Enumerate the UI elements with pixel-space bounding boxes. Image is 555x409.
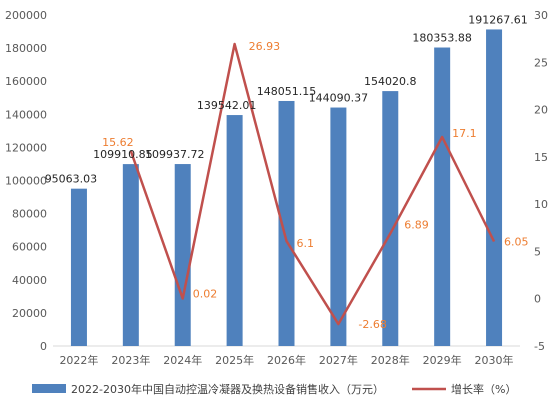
left-axis-tick-1: 20000 [12, 307, 47, 320]
x-tick-6: 2028年 [371, 353, 410, 367]
bar-label-7: 180353.88 [412, 32, 472, 45]
rate-label-4: 6.1 [297, 237, 315, 250]
rate-data-labels: 15.62 0.02 26.93 6.1 -2.68 6.89 17.1 6.05 [102, 40, 528, 331]
rate-label-8: 6.05 [504, 235, 529, 248]
bar-2 [174, 164, 191, 346]
bar-5 [330, 107, 347, 346]
left-axis-tick-6: 120000 [5, 141, 47, 154]
left-y-axis: 0 20000 40000 60000 80000 100000 120000 140000 1… [5, 9, 47, 353]
left-axis-tick-2: 40000 [12, 274, 47, 287]
right-axis-tick-5: 20 [534, 104, 548, 117]
right-axis-tick-7: 30 [534, 9, 548, 22]
left-axis-tick-10: 200000 [5, 9, 47, 22]
bar-label-6: 154020.8 [364, 75, 417, 88]
bar-series [70, 29, 503, 347]
x-tick-5: 2027年 [319, 353, 358, 367]
x-tick-8: 2030年 [475, 353, 514, 367]
bar-label-2: 109937.72 [145, 148, 205, 161]
right-axis-tick-4: 15 [534, 151, 548, 164]
rate-label-7: 17.1 [452, 127, 477, 140]
rate-label-2: 0.02 [193, 288, 218, 301]
left-axis-tick-0: 0 [40, 340, 47, 353]
x-axis-ticks: 2022年 2023年 2024年 2025年 2026年 2027年 2028年 2029年… [59, 353, 513, 367]
left-axis-tick-4: 80000 [12, 208, 47, 221]
left-axis-tick-5: 100000 [5, 175, 47, 188]
left-axis-tick-8: 160000 [5, 75, 47, 88]
x-tick-0: 2022年 [59, 353, 98, 367]
legend: 2022-2030年中国自动控温冷凝器及换热设备销售收入（万元） 增长率（%） [32, 382, 516, 396]
growth-rate-series [129, 42, 496, 326]
right-axis-tick-1: 0 [534, 293, 541, 306]
bar-0 [70, 188, 87, 346]
left-axis-tick-7: 140000 [5, 108, 47, 121]
bar-4 [278, 100, 295, 347]
bar-label-8: 191267.61 [468, 13, 528, 26]
left-axis-tick-9: 180000 [5, 42, 47, 55]
right-axis-tick-2: 5 [534, 245, 541, 258]
bar-3 [226, 115, 243, 346]
rate-label-1: 15.62 [102, 136, 134, 149]
x-tick-7: 2029年 [423, 353, 462, 367]
bar-label-5: 144090.37 [309, 92, 369, 105]
bar-1 [122, 164, 139, 346]
growth-rate-line [129, 42, 496, 326]
right-axis-tick-6: 25 [534, 56, 548, 69]
bar-label-4: 148051.15 [257, 85, 317, 98]
rate-label-6: 6.89 [404, 219, 429, 232]
bar-label-3: 139542.01 [197, 99, 257, 112]
bar-7 [434, 47, 451, 346]
bar-8 [486, 29, 503, 346]
legend-line-label: 增长率（%） [451, 382, 516, 396]
right-axis-tick-3: 10 [534, 198, 548, 211]
right-axis-tick-0: -5 [534, 340, 545, 353]
x-tick-4: 2026年 [267, 353, 306, 367]
left-axis-tick-3: 60000 [12, 241, 47, 254]
rate-label-5: -2.68 [358, 318, 386, 331]
bar-label-0: 95063.03 [45, 173, 98, 186]
bar-label-1: 109910.85 [93, 148, 153, 161]
legend-bar-label: 2022-2030年中国自动控温冷凝器及换热设备销售收入（万元） [71, 382, 384, 396]
x-tick-2: 2024年 [163, 353, 202, 367]
rate-label-3: 26.93 [249, 40, 281, 53]
right-y-axis: -5 0 5 10 15 20 25 30 [534, 9, 548, 353]
x-tick-1: 2023年 [111, 353, 150, 367]
bar-6 [382, 91, 399, 346]
x-tick-3: 2025年 [215, 353, 254, 367]
legend-bar-swatch [32, 384, 66, 393]
